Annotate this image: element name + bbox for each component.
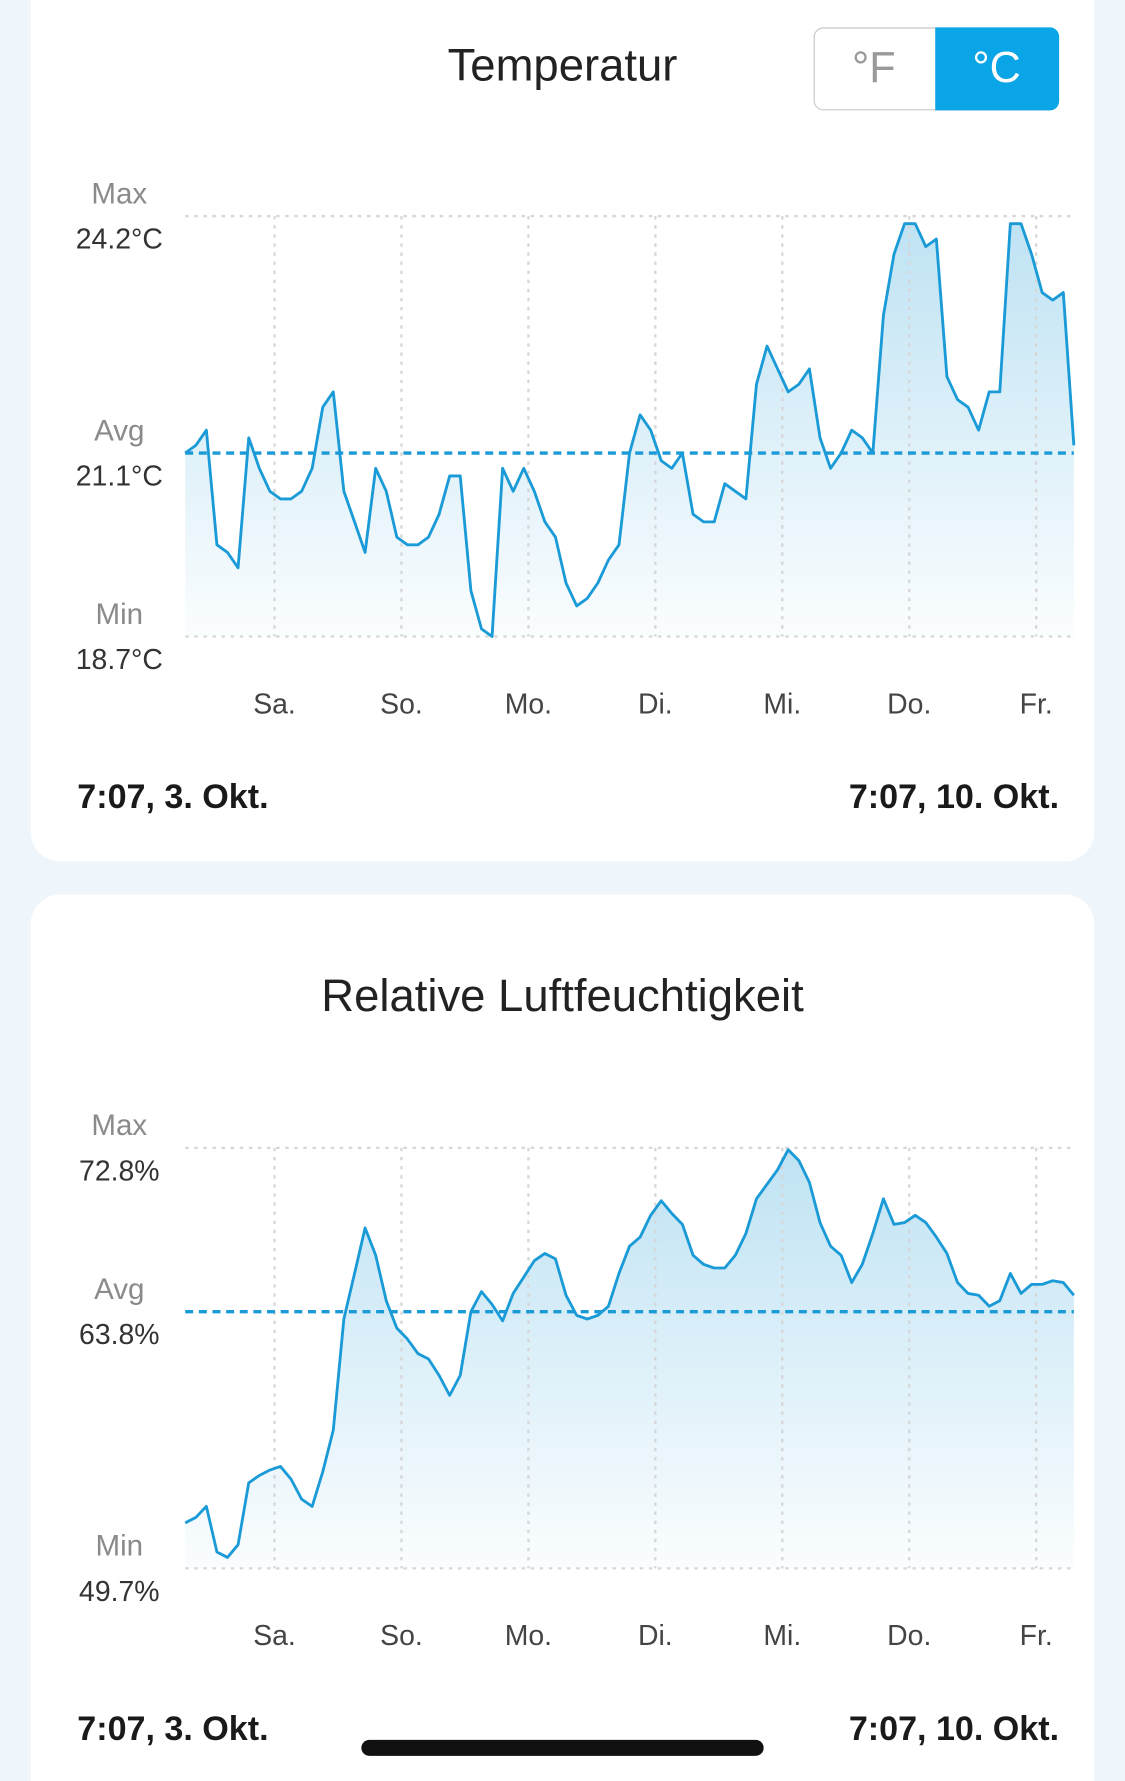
chart-title: Temperatur: [448, 39, 678, 90]
y-tick-title: Min: [96, 1530, 144, 1563]
toggle-option[interactable]: °F: [852, 44, 896, 92]
start-time: 7:07, 3. Okt.: [77, 778, 268, 816]
x-tick-label: Di.: [638, 1620, 673, 1652]
x-tick-label: Fr.: [1020, 688, 1053, 720]
x-tick-label: Mo.: [505, 1620, 552, 1652]
data-line: [184, 1148, 1075, 1559]
toggle-selected: [935, 27, 1060, 111]
y-tick-title: Avg: [94, 414, 144, 447]
chart-title: Relative Luftfeuchtigkeit: [321, 970, 804, 1021]
y-tick-label: 18.7°C: [76, 644, 163, 676]
x-tick-label: Mi.: [763, 1620, 801, 1652]
y-tick-label: 63.8%: [79, 1319, 160, 1351]
x-tick-label: So.: [380, 688, 423, 720]
unit-toggle[interactable]: °F °C: [813, 27, 1060, 111]
x-tick-label: Di.: [638, 688, 673, 720]
x-tick-label: Sa.: [253, 688, 296, 720]
y-tick-title: Max: [91, 177, 147, 210]
data-line: [184, 222, 1076, 638]
x-tick-label: Mi.: [763, 688, 801, 720]
y-tick-label: 24.2°C: [76, 224, 163, 256]
x-tick-label: Do.: [887, 688, 931, 720]
area-fill: [185, 1149, 1074, 1569]
x-tick-label: Fr.: [1020, 1620, 1053, 1652]
y-tick-label: 49.7%: [79, 1576, 160, 1608]
y-tick-title: Max: [91, 1109, 147, 1142]
y-tick-title: Avg: [94, 1273, 144, 1306]
x-tick-label: Mo.: [505, 688, 552, 720]
end-time: 7:07, 10. Okt.: [849, 778, 1059, 816]
toggle-option[interactable]: °C: [972, 44, 1020, 92]
start-time: 7:07, 3. Okt.: [77, 1710, 268, 1748]
y-tick-label: 21.1°C: [76, 461, 163, 493]
y-tick-title: Min: [96, 598, 144, 631]
end-time: 7:07, 10. Okt.: [849, 1710, 1059, 1748]
x-tick-label: Do.: [887, 1620, 931, 1652]
home-indicator: [361, 1739, 764, 1756]
x-tick-label: Sa.: [253, 1620, 296, 1652]
area-fill: [185, 223, 1074, 637]
x-tick-label: So.: [380, 1620, 423, 1652]
y-tick-label: 72.8%: [79, 1155, 160, 1187]
